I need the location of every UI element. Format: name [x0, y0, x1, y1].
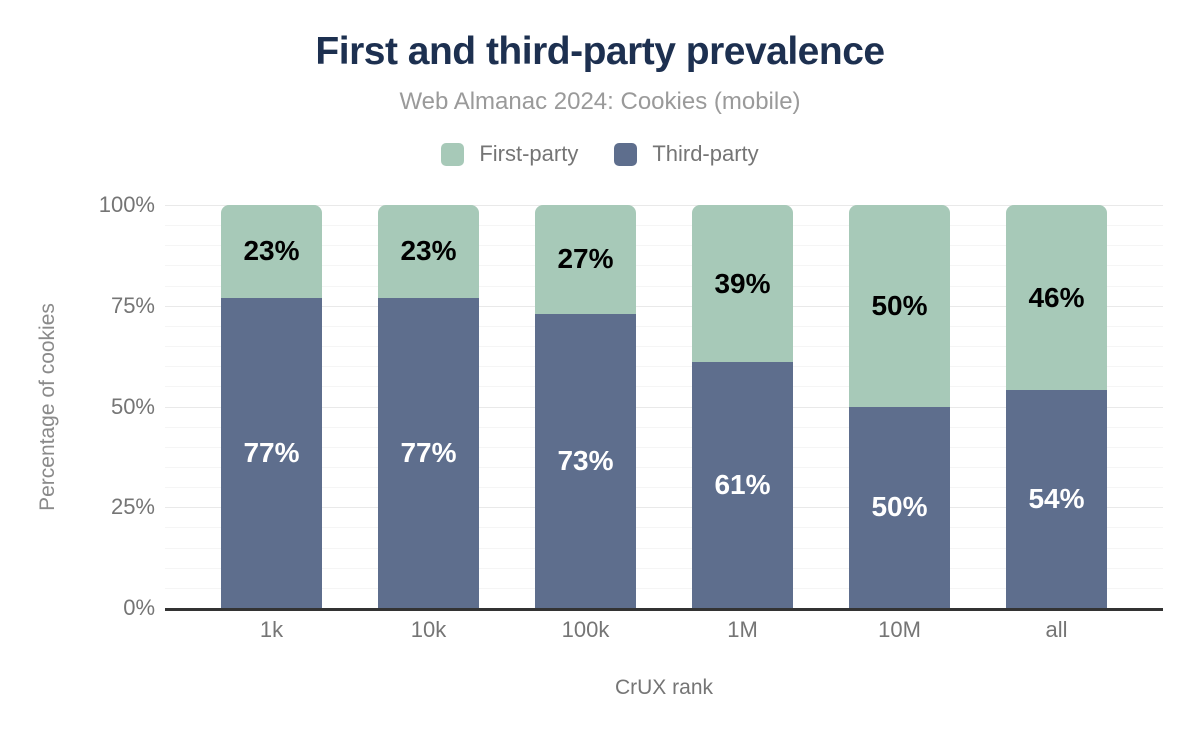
gridline-10	[165, 567, 1163, 569]
gridline-100	[165, 205, 1163, 206]
bar-segment-first-party: 39%	[692, 205, 793, 363]
x-tick-label-1k: 1k	[259, 617, 284, 642]
gridline-20	[165, 527, 1163, 529]
bar-segment-first-party: 23%	[221, 205, 322, 298]
y-tick-label-25: 25%	[110, 494, 155, 520]
bar-value-label: 77%	[243, 436, 300, 468]
legend-label-first-party: First-party	[479, 141, 579, 166]
bar-value-label: 61%	[714, 469, 771, 501]
bars-row: 23% 77% 23% 77% 27% 73% 39% 61% 50% 50% 46% 54%	[165, 205, 1163, 608]
gridline-5	[165, 587, 1163, 589]
gridline-40	[165, 446, 1163, 448]
gridline-55	[165, 386, 1163, 388]
gridline-85	[165, 265, 1163, 267]
gridline-45	[165, 426, 1163, 428]
bar-10M: 50% 50%	[849, 205, 950, 608]
bar-value-label: 23%	[400, 235, 457, 267]
legend-item-first-party: First-party	[441, 141, 578, 167]
first-party-swatch-icon	[441, 142, 465, 166]
bar-segment-third-party: 61%	[692, 362, 793, 608]
bar-segment-first-party: 27%	[535, 205, 636, 314]
x-axis-title: CrUX rank	[614, 676, 714, 699]
bar-value-label: 54%	[1028, 483, 1085, 515]
gridline-30	[165, 487, 1163, 489]
bar-segment-third-party: 77%	[378, 297, 479, 608]
y-tick-label-50: 50%	[110, 393, 155, 419]
chart-title: First and third-party prevalence	[315, 30, 885, 73]
gridline-95	[165, 225, 1163, 227]
bar-10k: 23% 77%	[378, 205, 479, 608]
gridline-65	[165, 346, 1163, 348]
x-axis-ticks: 1k 10k 100k 1M 10M all	[165, 617, 1163, 643]
bar-value-label: 46%	[1028, 281, 1085, 313]
bar-value-label: 73%	[557, 444, 614, 476]
legend-item-third-party: Third-party	[614, 141, 759, 167]
x-tick-label-10k: 10k	[410, 617, 447, 642]
x-tick-label-all: all	[1045, 617, 1068, 642]
gridline-90	[165, 245, 1163, 247]
y-axis-ticks: 0% 25% 50% 75% 100%	[0, 192, 155, 620]
x-tick-label-10M: 10M	[878, 617, 921, 642]
bar-1M: 39% 61%	[692, 205, 793, 608]
gridline-35	[165, 466, 1163, 468]
bar-value-label: 23%	[243, 235, 300, 267]
bar-segment-third-party: 77%	[221, 297, 322, 608]
bar-value-label: 39%	[714, 267, 771, 299]
bar-100k: 27% 73%	[535, 205, 636, 608]
gridline-50	[165, 406, 1163, 408]
bar-value-label: 77%	[400, 436, 457, 468]
bar-segment-first-party: 23%	[378, 205, 479, 298]
gridline-60	[165, 366, 1163, 368]
bar-segment-third-party: 73%	[535, 313, 636, 608]
x-tick-label-1M: 1M	[727, 617, 758, 642]
bar-all: 46% 54%	[1006, 205, 1107, 608]
y-tick-label-100: 100%	[98, 192, 155, 217]
gridline-15	[165, 547, 1163, 549]
y-tick-label-0: 0%	[123, 595, 155, 620]
bar-1k: 23% 77%	[221, 205, 322, 608]
gridline-25	[165, 507, 1163, 509]
bar-segment-first-party: 46%	[1006, 205, 1107, 391]
gridline-70	[165, 325, 1163, 327]
bar-segment-third-party: 50%	[849, 406, 950, 608]
bar-segment-first-party: 50%	[849, 205, 950, 407]
bar-value-label: 50%	[871, 491, 928, 523]
bar-value-label: 50%	[871, 289, 928, 321]
third-party-swatch-icon	[614, 142, 638, 166]
bar-segment-third-party: 54%	[1006, 390, 1107, 608]
gridline-80	[165, 285, 1163, 287]
x-tick-label-100k: 100k	[561, 617, 610, 642]
chart-subtitle: Web Almanac 2024: Cookies (mobile)	[399, 88, 801, 115]
legend: First-party Third-party	[0, 141, 1200, 167]
bar-value-label: 27%	[557, 243, 614, 275]
plot-area: 23% 77% 23% 77% 27% 73% 39% 61% 50% 50% 46% 54%	[165, 205, 1163, 611]
gridline-75	[165, 305, 1163, 307]
y-tick-label-75: 75%	[110, 292, 155, 318]
legend-label-third-party: Third-party	[652, 141, 759, 166]
